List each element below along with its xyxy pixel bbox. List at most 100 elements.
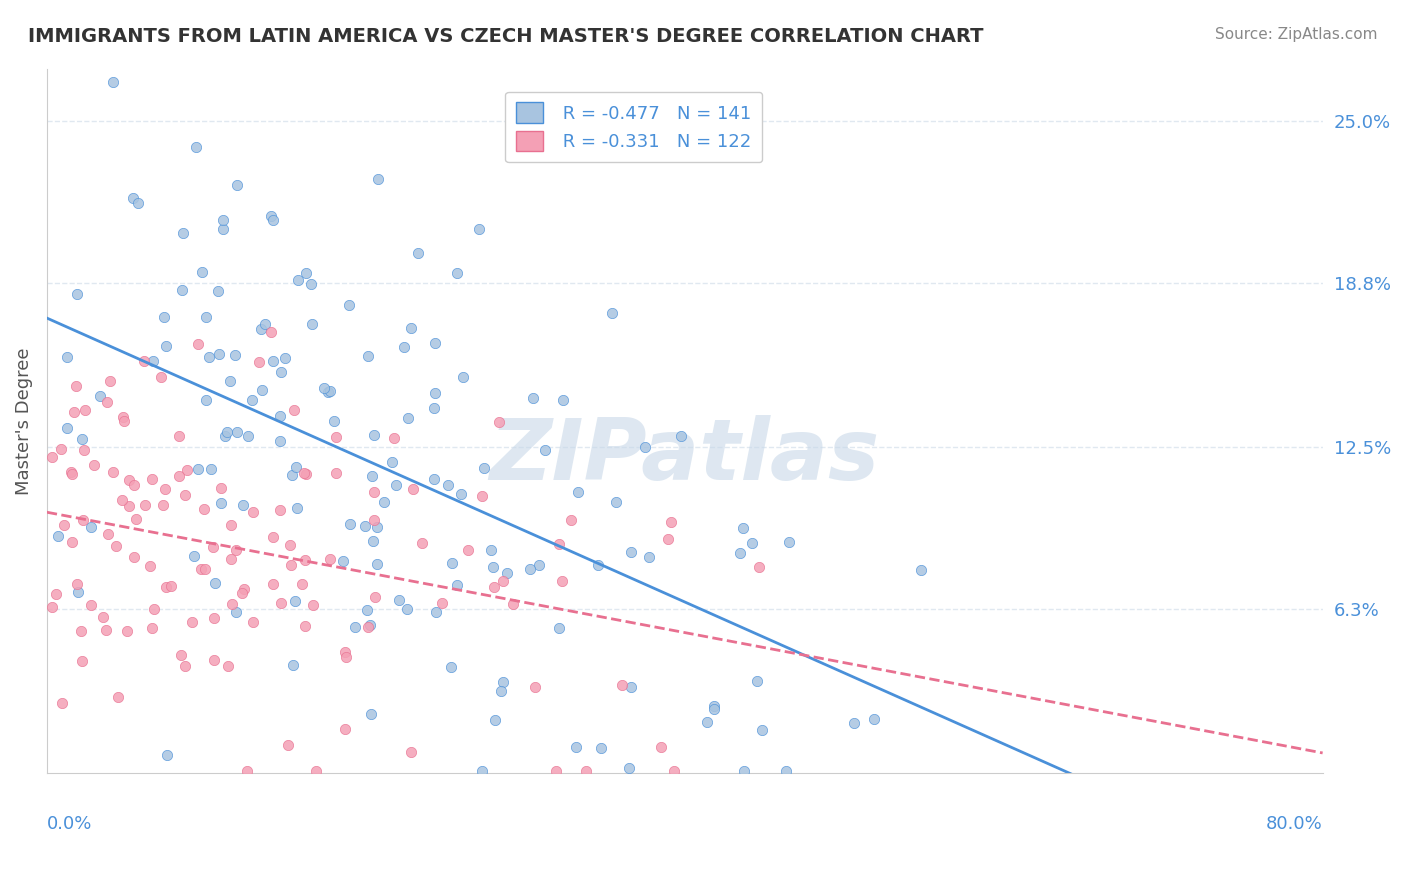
Czechs (97, 527, 120, 541)
Immigrants from Latin America (479, 542, 502, 557)
Immigrants from Latin America (360, 706, 382, 721)
Czechs (231, 586, 253, 600)
Czechs (291, 577, 314, 591)
Immigrants from Latin America (156, 748, 179, 763)
Immigrants from Latin America (529, 558, 551, 573)
Czechs (107, 690, 129, 705)
Czechs (650, 739, 672, 754)
Czechs (236, 764, 259, 778)
Czechs (53, 518, 76, 533)
Immigrants from Latin America (187, 462, 209, 476)
Immigrants from Latin America (80, 520, 103, 534)
Czechs (277, 738, 299, 752)
Text: Source: ZipAtlas.com: Source: ZipAtlas.com (1215, 27, 1378, 42)
Czechs (202, 653, 225, 667)
Immigrants from Latin America (394, 340, 416, 354)
Immigrants from Latin America (285, 501, 308, 516)
Y-axis label: Master's Degree: Master's Degree (15, 347, 32, 494)
Czechs (523, 680, 546, 694)
Czechs (72, 513, 94, 527)
Immigrants from Latin America (354, 519, 377, 533)
Immigrants from Latin America (733, 521, 755, 535)
Czechs (65, 379, 87, 393)
Immigrants from Latin America (232, 498, 254, 512)
Czechs (41, 450, 63, 464)
Immigrants from Latin America (373, 495, 395, 509)
Immigrants from Latin America (219, 374, 242, 388)
Text: ZIPatlas: ZIPatlas (489, 415, 880, 498)
Czechs (325, 466, 347, 480)
Immigrants from Latin America (422, 401, 444, 416)
Immigrants from Latin America (363, 428, 385, 442)
Czechs (187, 337, 209, 351)
Immigrants from Latin America (332, 554, 354, 568)
Immigrants from Latin America (285, 459, 308, 474)
Immigrants from Latin America (600, 305, 623, 319)
Czechs (79, 598, 101, 612)
Immigrants from Latin America (471, 764, 494, 778)
Immigrants from Latin America (408, 246, 430, 260)
Czechs (174, 658, 197, 673)
Czechs (294, 552, 316, 566)
Text: 0.0%: 0.0% (46, 815, 93, 833)
Czechs (174, 488, 197, 502)
Immigrants from Latin America (339, 517, 361, 532)
Immigrants from Latin America (489, 683, 512, 698)
Immigrants from Latin America (565, 739, 588, 754)
Czechs (202, 540, 225, 554)
Czechs (194, 562, 217, 576)
Immigrants from Latin America (238, 429, 260, 443)
Czechs (262, 530, 284, 544)
Czechs (269, 502, 291, 516)
Czechs (430, 595, 453, 609)
Czechs (262, 577, 284, 591)
Immigrants from Latin America (637, 549, 659, 564)
Czechs (363, 485, 385, 500)
Czechs (333, 722, 356, 736)
Immigrants from Latin America (450, 487, 472, 501)
Immigrants from Latin America (548, 621, 571, 635)
Czechs (180, 615, 202, 630)
Czechs (70, 624, 93, 638)
Immigrants from Latin America (468, 222, 491, 236)
Czechs (488, 415, 510, 429)
Immigrants from Latin America (127, 196, 149, 211)
Czechs (51, 696, 73, 710)
Immigrants from Latin America (142, 353, 165, 368)
Czechs (401, 482, 423, 496)
Immigrants from Latin America (617, 761, 640, 775)
Immigrants from Latin America (337, 297, 360, 311)
Immigrants from Latin America (207, 284, 229, 298)
Immigrants from Latin America (620, 680, 643, 694)
Immigrants from Latin America (745, 673, 768, 688)
Immigrants from Latin America (259, 210, 281, 224)
Czechs (104, 539, 127, 553)
Immigrants from Latin America (741, 536, 763, 550)
Czechs (270, 596, 292, 610)
Immigrants from Latin America (273, 351, 295, 365)
Immigrants from Latin America (492, 674, 515, 689)
Czechs (122, 549, 145, 564)
Czechs (221, 597, 243, 611)
Czechs (159, 579, 181, 593)
Immigrants from Latin America (588, 558, 610, 572)
Czechs (91, 610, 114, 624)
Immigrants from Latin America (225, 425, 247, 439)
Czechs (45, 587, 67, 601)
Czechs (260, 326, 283, 340)
Immigrants from Latin America (634, 440, 657, 454)
Czechs (333, 645, 356, 659)
Czechs (118, 473, 141, 487)
Immigrants from Latin America (751, 723, 773, 738)
Immigrants from Latin America (269, 409, 291, 424)
Immigrants from Latin America (281, 657, 304, 672)
Czechs (141, 472, 163, 486)
Czechs (66, 576, 89, 591)
Immigrants from Latin America (318, 385, 340, 400)
Czechs (96, 623, 118, 637)
Immigrants from Latin America (453, 370, 475, 384)
Immigrants from Latin America (425, 606, 447, 620)
Immigrants from Latin America (360, 469, 382, 483)
Czechs (547, 536, 569, 550)
Immigrants from Latin America (567, 485, 589, 500)
